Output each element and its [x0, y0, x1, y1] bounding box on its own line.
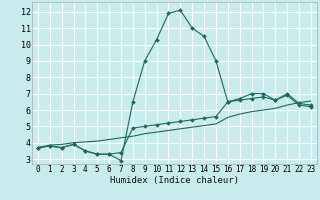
X-axis label: Humidex (Indice chaleur): Humidex (Indice chaleur) — [110, 176, 239, 185]
